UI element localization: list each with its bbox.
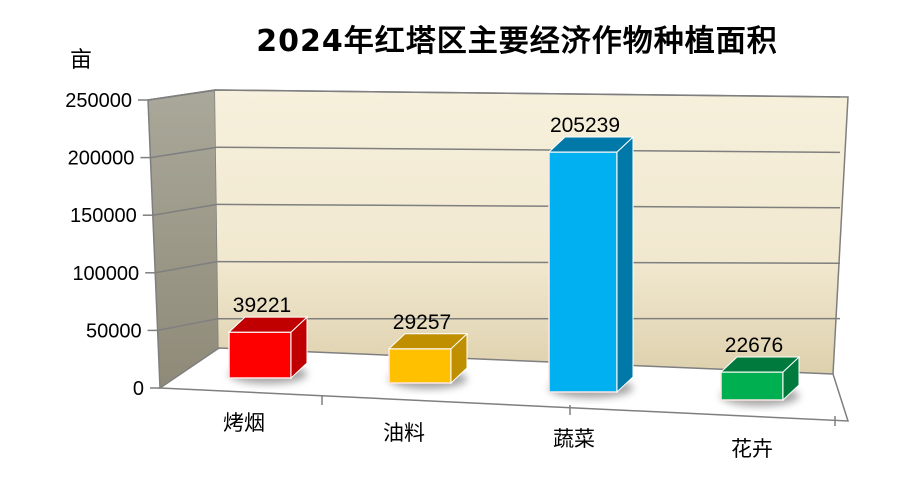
bars: 39221 29257 205239 22676 [227,114,801,406]
x-category-label: 烤烟 [223,411,265,435]
data-label: 39221 [233,294,291,317]
bar-烤烟: 39221 [227,294,309,384]
y-axis-unit-label: 亩 [70,48,93,73]
y-tick-label: 150000 [70,205,137,227]
side-wall [147,89,220,389]
bar-花卉: 22676 [719,334,801,406]
y-axis-ticks: 0 50000 100000 150000 200000 250000 [65,90,160,400]
data-label: 29257 [393,311,451,334]
y-tick-label: 250000 [65,90,132,112]
x-category-label: 蔬菜 [553,427,595,451]
y-tick-label: 50000 [86,320,142,342]
data-label: 22676 [725,334,783,357]
back-wall [215,90,848,376]
chart-title: 2024年红塔区主要经济作物种植面积 [256,24,778,59]
bar-蔬菜: 205239 [547,114,635,398]
x-axis-categories: 烤烟 油料 蔬菜 花卉 [223,395,836,461]
bar-油料: 29257 [387,311,469,389]
y-tick-label: 200000 [68,148,135,170]
y-tick-label: 0 [133,378,144,400]
x-category-label: 油料 [383,421,425,445]
data-label: 205239 [550,114,620,137]
x-category-label: 花卉 [731,437,773,461]
y-tick-label: 100000 [72,263,139,285]
